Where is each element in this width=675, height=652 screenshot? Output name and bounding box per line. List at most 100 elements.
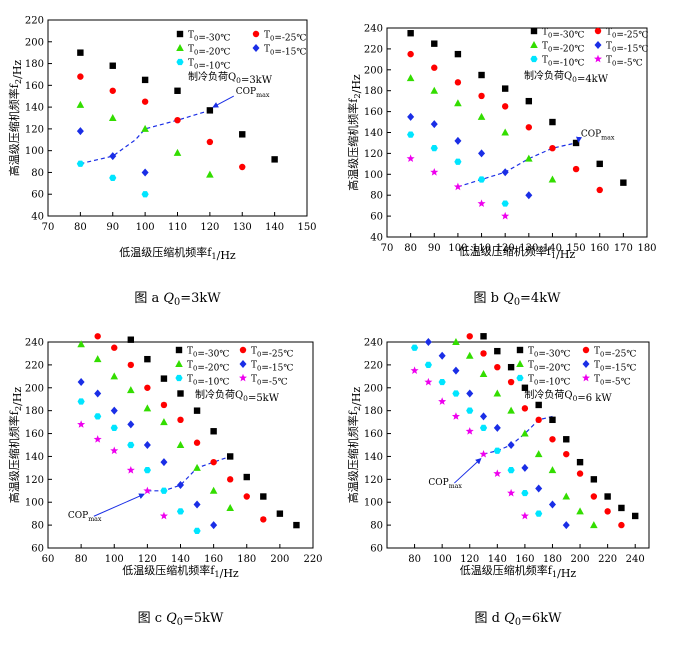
figure-caption: 图 b Q0=4kW (474, 291, 562, 308)
x-tick-label: 180 (637, 243, 656, 254)
data-point (477, 112, 486, 120)
data-point (604, 493, 611, 500)
legend-label: T0=-20℃ (188, 45, 230, 58)
chart-panel-3: 60 80 100 120 140 160 180 200 220 60 80 100 120 140 16… (7, 333, 323, 580)
data-point (521, 384, 529, 391)
data-point (144, 384, 151, 391)
data-point (501, 128, 509, 136)
data-point (110, 446, 119, 455)
data-point (453, 182, 462, 191)
legend-marker (252, 44, 260, 52)
figure-caption: 图 c Q0=5kW (138, 611, 224, 628)
data-point (493, 389, 502, 397)
data-point (618, 521, 625, 529)
x-tick-label: 180 (543, 554, 562, 565)
legend-marker (175, 346, 183, 354)
data-point (451, 412, 460, 420)
y-tick-label: 120 (364, 149, 383, 160)
y-tick-label: 80 (370, 521, 383, 532)
legend-marker (176, 30, 184, 38)
x-tick-label: 170 (614, 243, 633, 254)
data-point (424, 377, 433, 386)
data-point (549, 118, 556, 126)
data-point (109, 152, 117, 161)
data-point (143, 441, 151, 449)
y-tick-label: 240 (364, 24, 383, 35)
legend-marker (582, 346, 590, 354)
data-point (160, 375, 168, 382)
data-point (410, 366, 419, 375)
annotation-arrow (454, 458, 482, 484)
x-tick-label: 180 (237, 554, 256, 565)
legend-label: T0=-30℃ (188, 31, 230, 44)
chart-title: 制冷负荷Q0=3kW (188, 70, 273, 86)
data-point (407, 50, 414, 58)
data-point (438, 397, 447, 405)
data-point (507, 406, 515, 414)
data-point (108, 114, 117, 121)
legend-label: T0=-15℃ (594, 361, 636, 374)
legend-label: T0=-15℃ (251, 361, 293, 374)
legend-marker (252, 30, 260, 38)
data-point (141, 98, 149, 105)
plot-frame (386, 341, 650, 549)
y-tick-label: 180 (25, 406, 44, 417)
x-tick-label: 60 (42, 554, 55, 565)
legend-label: T0=-25℃ (594, 347, 636, 360)
legend-label: T0=-30℃ (187, 347, 229, 360)
data-point (159, 511, 168, 520)
data-point (193, 500, 201, 509)
data-point (525, 191, 533, 200)
data-point (77, 378, 85, 387)
y-tick-label: 200 (25, 37, 44, 48)
data-point (143, 486, 152, 495)
legend-marker (594, 27, 602, 35)
legend-marker (582, 373, 590, 382)
legend-marker (530, 41, 538, 48)
x-tick-label: 200 (571, 554, 590, 565)
data-point (160, 458, 168, 467)
data-point (478, 149, 486, 158)
legend-label: T0=-20℃ (528, 361, 570, 374)
data-point (494, 363, 501, 371)
data-point (210, 458, 217, 466)
data-point (141, 76, 149, 84)
data-point (93, 355, 102, 363)
y-tick-label: 40 (31, 212, 44, 223)
data-point (525, 124, 533, 131)
data-point (501, 211, 510, 220)
data-point (127, 420, 135, 429)
data-point (525, 154, 533, 162)
y-tick-label: 200 (364, 65, 383, 76)
data-point (507, 441, 515, 449)
data-point (562, 521, 570, 530)
legend-label: T0=-15℃ (606, 42, 648, 55)
data-point (193, 407, 201, 414)
data-point (176, 508, 185, 515)
x-tick-label: 160 (590, 243, 609, 254)
legend-label: T0=-10℃ (542, 56, 584, 69)
y-tick-label: 140 (364, 128, 383, 139)
y-tick-label: 80 (370, 191, 383, 202)
x-tick-label: 130 (519, 243, 538, 254)
data-point (549, 144, 556, 152)
data-point (110, 406, 118, 415)
y-tick-label: 200 (364, 383, 383, 394)
y-tick-label: 220 (364, 360, 383, 371)
data-point (143, 467, 151, 474)
data-point (424, 338, 432, 346)
legend-label: T0=-10℃ (188, 59, 230, 72)
data-point (210, 521, 218, 530)
x-tick-label: 70 (381, 243, 394, 254)
data-point (493, 447, 501, 454)
legend-label: T0=-30℃ (528, 347, 570, 360)
data-point (141, 168, 149, 177)
y-tick-label: 100 (25, 146, 44, 157)
x-tick-label: 100 (448, 243, 467, 254)
data-point (576, 458, 584, 466)
data-point (507, 467, 515, 474)
data-point (535, 401, 542, 409)
x-axis-label: 低温级压缩机频率f1/Hz (119, 245, 236, 262)
data-point (576, 470, 584, 477)
